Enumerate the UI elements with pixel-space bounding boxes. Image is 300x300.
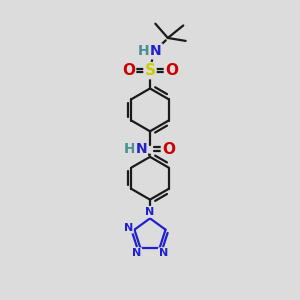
Text: S: S [145, 63, 155, 78]
Text: N: N [159, 248, 168, 258]
Text: N: N [135, 142, 147, 156]
Text: N: N [146, 207, 154, 217]
Text: H: H [124, 142, 136, 156]
Text: N: N [150, 44, 162, 58]
Text: O: O [165, 63, 178, 78]
Text: N: N [132, 248, 141, 258]
Text: O: O [162, 142, 175, 157]
Text: H: H [138, 44, 150, 58]
Text: N: N [124, 223, 133, 232]
Text: O: O [122, 63, 135, 78]
